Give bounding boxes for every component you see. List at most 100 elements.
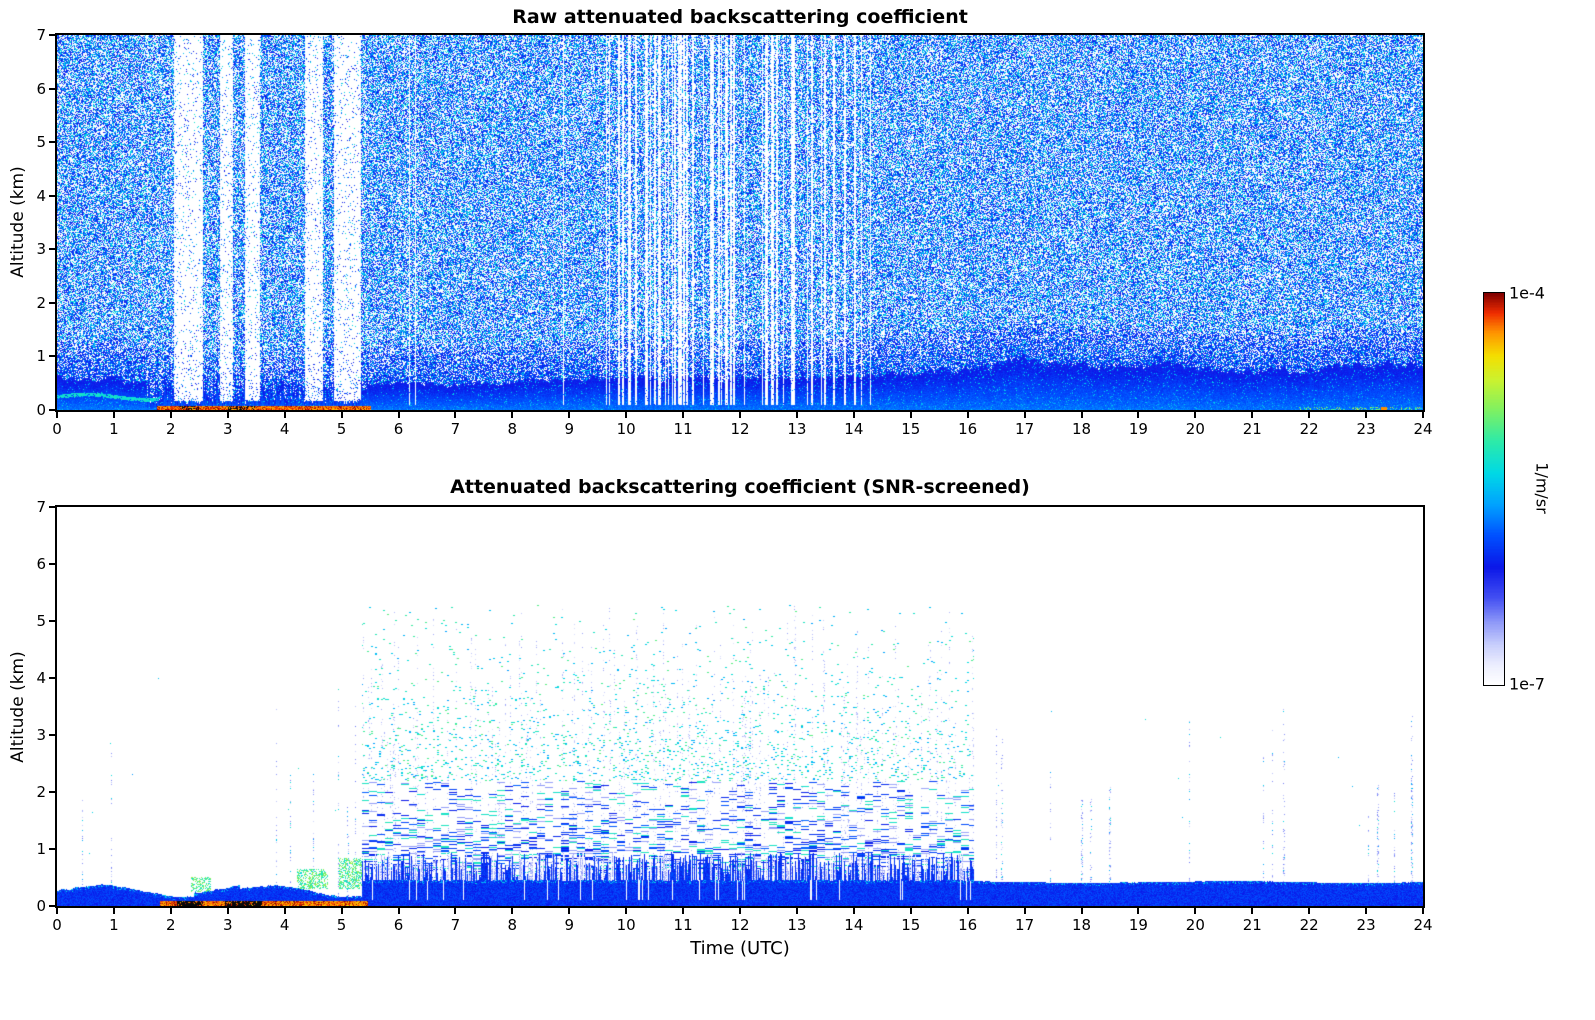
x-tick-label: 17	[1015, 916, 1035, 934]
x-tick-label: 6	[393, 916, 404, 934]
x-tick-label: 17	[1015, 420, 1035, 438]
x-tick-label: 14	[844, 916, 864, 934]
panel1-y-axis-label: Altitude (km)	[8, 166, 28, 278]
x-axis-label: Time (UTC)	[690, 938, 790, 959]
x-tick-mark	[909, 412, 912, 418]
x-tick-label: 24	[1413, 420, 1433, 438]
x-tick-mark	[1137, 908, 1140, 914]
y-tick-label: 6	[36, 555, 46, 573]
y-tick-label: 5	[36, 133, 46, 152]
x-tick-mark	[454, 412, 457, 418]
x-tick-label: 3	[222, 420, 233, 438]
x-tick-label: 11	[673, 420, 693, 438]
x-tick-mark	[795, 908, 798, 914]
y-tick-mark	[49, 141, 55, 144]
x-tick-mark	[169, 908, 172, 914]
y-tick-mark	[49, 248, 55, 251]
x-tick-label: 24	[1413, 916, 1433, 934]
x-tick-label: 20	[1185, 916, 1205, 934]
panel1-title: Raw attenuated backscattering coefficien…	[512, 6, 968, 28]
x-tick-label: 3	[222, 916, 233, 934]
panel2-plot-area	[55, 505, 1425, 908]
colorbar-max-label: 1e-4	[1509, 283, 1545, 303]
x-tick-label: 22	[1299, 916, 1319, 934]
x-tick-mark	[1308, 412, 1311, 418]
x-tick-mark	[56, 412, 58, 418]
x-tick-label: 8	[507, 916, 518, 934]
x-tick-mark	[795, 412, 798, 418]
x-tick-label: 2	[166, 420, 176, 438]
x-tick-label: 8	[507, 420, 518, 438]
x-tick-label: 5	[336, 420, 347, 438]
x-tick-mark	[739, 908, 741, 914]
y-tick-mark	[49, 409, 55, 411]
x-tick-mark	[1251, 412, 1254, 418]
panel1-heatmap-canvas	[57, 35, 1423, 410]
x-tick-label: 12	[730, 420, 750, 438]
panel2-heatmap-canvas	[57, 507, 1423, 906]
y-tick-label: 7	[36, 498, 46, 516]
y-tick-label: 4	[36, 186, 46, 205]
y-tick-label: 0	[36, 401, 46, 419]
x-tick-label: 11	[673, 916, 693, 934]
y-tick-mark	[49, 620, 55, 622]
x-tick-mark	[1422, 908, 1424, 914]
x-tick-label: 19	[1128, 420, 1148, 438]
x-tick-mark	[283, 412, 286, 418]
x-tick-mark	[454, 908, 457, 914]
x-tick-mark	[1422, 412, 1424, 418]
x-tick-mark	[1365, 908, 1368, 914]
x-tick-mark	[966, 412, 969, 418]
x-tick-label: 4	[279, 420, 290, 438]
x-tick-label: 10	[616, 420, 636, 438]
x-tick-label: 18	[1071, 420, 1092, 438]
x-tick-mark	[1023, 908, 1026, 914]
x-tick-mark	[397, 908, 400, 914]
x-tick-mark	[568, 908, 571, 914]
x-tick-label: 10	[616, 916, 636, 934]
panel2-title: Attenuated backscattering coefficient (S…	[450, 476, 1030, 498]
panel1-plot-area	[55, 33, 1425, 412]
y-tick-mark	[49, 506, 55, 508]
x-tick-mark	[1308, 908, 1311, 914]
x-tick-mark	[1194, 412, 1197, 418]
x-tick-label: 0	[52, 420, 62, 438]
x-tick-mark	[1194, 908, 1197, 914]
x-tick-mark	[625, 412, 628, 418]
x-tick-mark	[1251, 908, 1254, 914]
x-tick-label: 18	[1071, 916, 1092, 934]
y-tick-label: 1	[36, 347, 46, 366]
x-tick-label: 16	[958, 420, 978, 438]
x-tick-label: 23	[1356, 916, 1376, 934]
x-tick-mark	[1023, 412, 1026, 418]
panel2-y-axis-label: Altitude (km)	[8, 651, 28, 763]
x-tick-mark	[112, 908, 115, 914]
y-tick-label: 4	[36, 669, 46, 687]
y-tick-mark	[49, 194, 55, 197]
x-tick-label: 9	[564, 916, 575, 934]
colorbar	[1483, 292, 1505, 686]
x-tick-label: 12	[730, 916, 750, 934]
y-tick-mark	[49, 677, 55, 679]
x-tick-mark	[852, 412, 855, 418]
x-tick-mark	[966, 908, 969, 914]
y-tick-mark	[49, 34, 55, 36]
y-tick-mark	[49, 355, 55, 358]
x-tick-mark	[56, 908, 58, 914]
x-tick-mark	[1080, 412, 1083, 418]
y-tick-mark	[49, 301, 55, 304]
x-tick-label: 9	[564, 420, 575, 438]
x-tick-label: 7	[450, 916, 461, 934]
x-tick-label: 23	[1356, 420, 1376, 438]
x-tick-label: 19	[1128, 916, 1148, 934]
x-tick-mark	[112, 412, 115, 418]
x-tick-label: 21	[1242, 916, 1262, 934]
x-tick-label: 0	[52, 916, 62, 934]
x-tick-mark	[1365, 412, 1368, 418]
y-tick-mark	[49, 791, 55, 793]
x-tick-label: 1	[109, 420, 119, 438]
y-tick-mark	[49, 87, 55, 90]
x-tick-mark	[340, 412, 343, 418]
y-tick-label: 2	[36, 293, 46, 312]
x-tick-mark	[1137, 412, 1140, 418]
